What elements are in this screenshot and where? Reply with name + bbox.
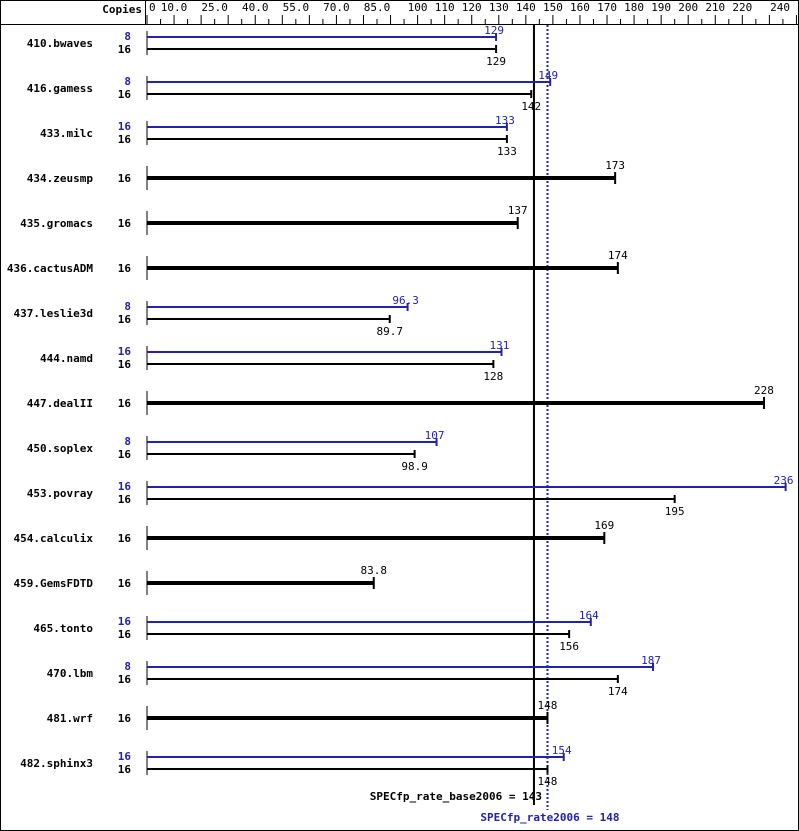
peak-value-label: 154 bbox=[552, 744, 572, 757]
tick-label: 180 bbox=[624, 1, 644, 14]
tick-label: 190 bbox=[651, 1, 671, 14]
base-value-label: 148 bbox=[538, 775, 558, 788]
peak-value-label: 133 bbox=[495, 114, 515, 127]
peak-value-label: 187 bbox=[641, 654, 661, 667]
base-copies: 16 bbox=[118, 397, 132, 410]
benchmark-name: 450.soplex bbox=[27, 442, 94, 455]
tick-label: 10.0 bbox=[161, 1, 188, 14]
peak-value-label: 96.3 bbox=[392, 294, 419, 307]
benchmark-name: 437.leslie3d bbox=[14, 307, 93, 320]
base-value-label: 169 bbox=[594, 519, 614, 532]
base-value-label: 133 bbox=[497, 145, 517, 158]
base-value-label: 137 bbox=[508, 204, 528, 217]
benchmark-name: 416.gamess bbox=[27, 82, 93, 95]
base-copies: 16 bbox=[118, 493, 132, 506]
benchmark-name: 470.lbm bbox=[47, 667, 94, 680]
base-value-label: 98.9 bbox=[401, 460, 428, 473]
tick-label: 150 bbox=[543, 1, 563, 14]
tick-label: 70.0 bbox=[323, 1, 350, 14]
benchmark-name: 465.tonto bbox=[33, 622, 93, 635]
benchmark-name: 436.cactusADM bbox=[7, 262, 93, 275]
base-value-label: 129 bbox=[486, 55, 506, 68]
peak-copies: 16 bbox=[118, 750, 132, 763]
benchmark-name: 444.namd bbox=[40, 352, 93, 365]
benchmark-name: 434.zeusmp bbox=[27, 172, 94, 185]
tick-label: 55.0 bbox=[283, 1, 310, 14]
benchmark-name: 435.gromacs bbox=[20, 217, 93, 230]
tick-label: 0 bbox=[149, 1, 156, 14]
base-copies: 16 bbox=[118, 217, 132, 230]
peak-copies: 16 bbox=[118, 120, 132, 133]
tick-label: 40.0 bbox=[242, 1, 269, 14]
base-value-label: 148 bbox=[538, 699, 558, 712]
base-copies: 16 bbox=[118, 532, 132, 545]
peak-copies: 16 bbox=[118, 615, 132, 628]
base-copies: 16 bbox=[118, 262, 132, 275]
peak-value-label: 164 bbox=[579, 609, 599, 622]
benchmark-name: 481.wrf bbox=[47, 712, 93, 725]
base-copies: 16 bbox=[118, 712, 132, 725]
tick-label: 130 bbox=[489, 1, 509, 14]
benchmark-name: 454.calculix bbox=[14, 532, 94, 545]
base-value-label: 128 bbox=[483, 370, 503, 383]
base-copies: 16 bbox=[118, 577, 132, 590]
tick-label: 200 bbox=[678, 1, 698, 14]
base-copies: 16 bbox=[118, 313, 132, 326]
base-value-label: 173 bbox=[605, 159, 625, 172]
tick-label: 140 bbox=[516, 1, 536, 14]
peak-value-label: 129 bbox=[484, 24, 504, 37]
benchmark-name: 459.GemsFDTD bbox=[14, 577, 94, 590]
base-value-label: 83.8 bbox=[361, 564, 388, 577]
base-value-label: 174 bbox=[608, 685, 628, 698]
base-copies: 16 bbox=[118, 628, 132, 641]
benchmark-name: 433.milc bbox=[40, 127, 93, 140]
peak-value-label: 107 bbox=[425, 429, 445, 442]
base-copies: 16 bbox=[118, 358, 132, 371]
benchmark-name: 453.povray bbox=[27, 487, 94, 500]
benchmark-name: 447.dealII bbox=[27, 397, 93, 410]
peak-value-label: 131 bbox=[490, 339, 510, 352]
benchmark-name: 482.sphinx3 bbox=[20, 757, 93, 770]
tick-label: 160 bbox=[570, 1, 590, 14]
base-value-label: 142 bbox=[521, 100, 541, 113]
tick-label: 120 bbox=[462, 1, 482, 14]
tick-label: 220 bbox=[732, 1, 752, 14]
base-value-label: 156 bbox=[559, 640, 579, 653]
base-copies: 16 bbox=[118, 172, 132, 185]
base-value-label: 195 bbox=[665, 505, 685, 518]
peak-value-label: 236 bbox=[774, 474, 794, 487]
peak-copies: 8 bbox=[124, 660, 131, 673]
peak-copies: 16 bbox=[118, 480, 132, 493]
axis-header: Copies bbox=[102, 3, 142, 16]
base-copies: 16 bbox=[118, 448, 132, 461]
base-value-label: 89.7 bbox=[376, 325, 403, 338]
peak-value-label: 149 bbox=[538, 69, 558, 82]
base-value-label: 228 bbox=[754, 384, 774, 397]
tick-label: 110 bbox=[435, 1, 455, 14]
peak-copies: 8 bbox=[124, 300, 131, 313]
base-reference-label: SPECfp_rate_base2006 = 143 bbox=[370, 790, 542, 803]
base-copies: 16 bbox=[118, 133, 132, 146]
base-copies: 16 bbox=[118, 763, 132, 776]
base-value-label: 174 bbox=[608, 249, 628, 262]
base-copies: 16 bbox=[118, 673, 132, 686]
tick-label: 240 bbox=[770, 1, 790, 14]
tick-label: 85.0 bbox=[364, 1, 391, 14]
tick-label: 25.0 bbox=[201, 1, 228, 14]
benchmark-name: 410.bwaves bbox=[27, 37, 93, 50]
peak-copies: 8 bbox=[124, 75, 131, 88]
tick-label: 210 bbox=[705, 1, 725, 14]
base-copies: 16 bbox=[118, 88, 132, 101]
peak-reference-label: SPECfp_rate2006 = 148 bbox=[480, 811, 619, 824]
peak-copies: 8 bbox=[124, 435, 131, 448]
peak-copies: 16 bbox=[118, 345, 132, 358]
tick-label: 170 bbox=[597, 1, 617, 14]
tick-label: 100 bbox=[408, 1, 428, 14]
peak-copies: 8 bbox=[124, 30, 131, 43]
base-copies: 16 bbox=[118, 43, 132, 56]
